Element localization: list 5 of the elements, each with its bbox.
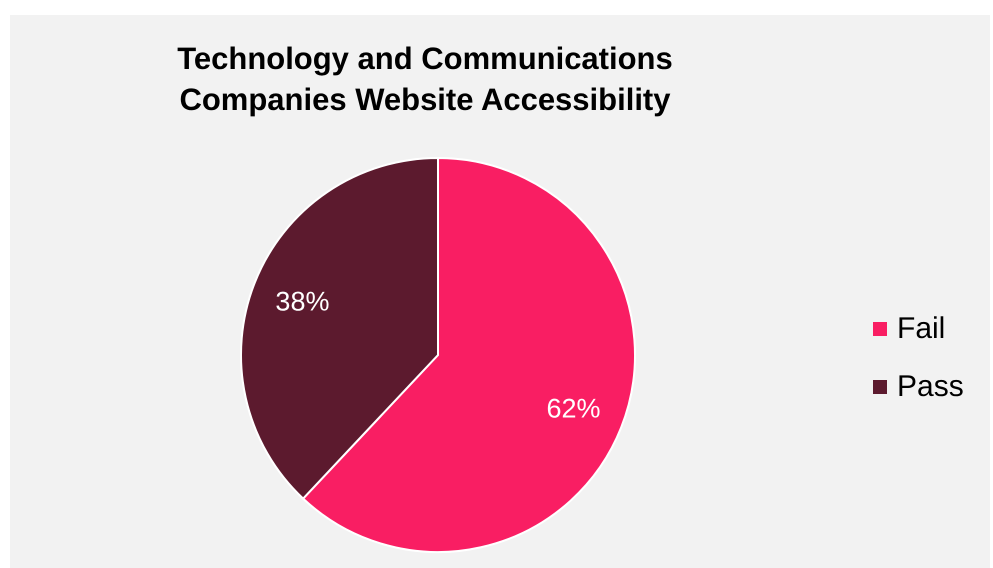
legend-label: Pass: [897, 370, 964, 404]
data-label: 38%: [275, 286, 330, 316]
legend-label: Fail: [897, 312, 946, 346]
data-label: 62%: [546, 394, 601, 424]
chart-title: Technology and Communications Companies Website Accessibility: [176, 40, 674, 119]
